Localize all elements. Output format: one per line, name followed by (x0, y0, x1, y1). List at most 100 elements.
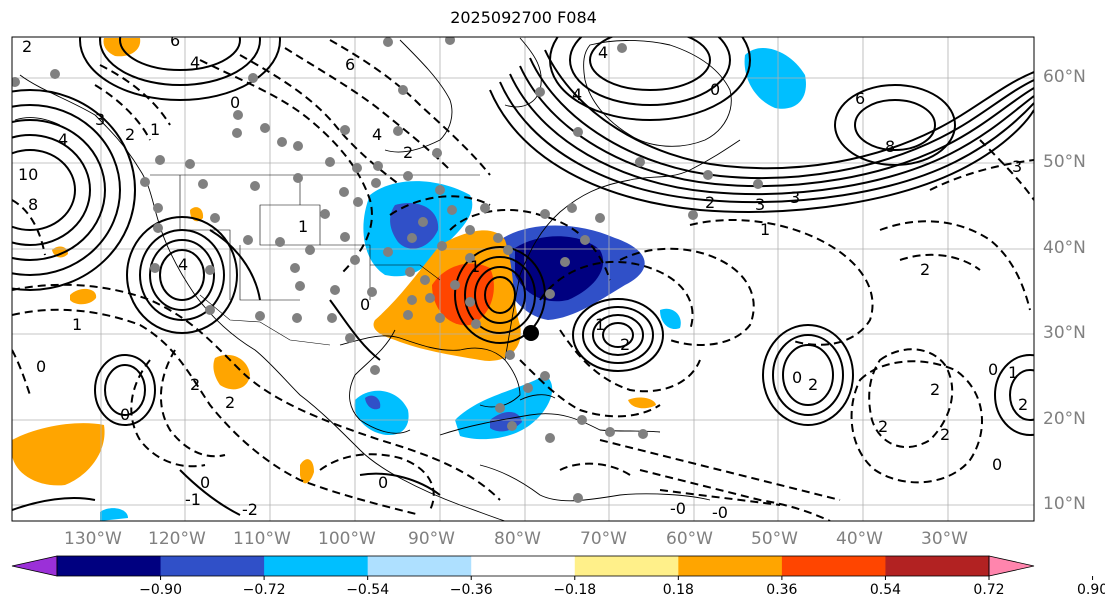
colorbar-tick-label: −0.18 (553, 582, 597, 598)
contour-label: 0 (230, 93, 240, 112)
contour-label: 8 (885, 137, 895, 156)
contour-label: 1 (760, 220, 770, 239)
colorbar-tick-label: 0.90 (1076, 582, 1105, 598)
map-frame (11, 36, 1035, 522)
storm-center-marker (523, 325, 539, 341)
contour-label: 2 (930, 380, 940, 399)
contour-label: 1 (595, 315, 605, 334)
contour-label: 2 (22, 37, 32, 56)
lon-label: 120°W (148, 529, 206, 549)
contour-label: -0 (712, 503, 728, 522)
lat-label: 40°N (1043, 238, 1086, 258)
negative-anomaly-core (365, 395, 381, 410)
political-borders (150, 174, 480, 346)
negative-anomaly-core (390, 202, 439, 249)
contour-label: 4 (598, 43, 608, 62)
lon-label: 90°W (408, 529, 455, 549)
lat-label: 50°N (1043, 152, 1086, 172)
contour-label: 2 (620, 335, 630, 354)
contour-label: 2 (1018, 395, 1028, 414)
colorbar-tick-label: 0.18 (662, 582, 694, 598)
colorbar-segment (885, 556, 990, 576)
colorbar-tick-label: −0.72 (242, 582, 286, 598)
colorbar-segment (574, 556, 679, 576)
contour-label: 2 (403, 143, 413, 162)
contour-label: 1 (298, 217, 308, 236)
colorbar-tick-label: 0.72 (973, 582, 1005, 598)
contour-label: 2 (920, 260, 930, 279)
colorbar-segment (678, 556, 783, 576)
colorbar-extend-min (11, 555, 58, 577)
contour-label: -2 (242, 500, 258, 519)
negative-anomaly-region (660, 308, 681, 330)
contour-label: 3 (790, 188, 800, 207)
positive-anomaly-region (70, 288, 97, 305)
solid-contours (12, 37, 1034, 516)
lon-label: 80°W (494, 529, 541, 549)
map-title: 2025092700 F084 (450, 8, 597, 27)
contour-label: 4 (178, 255, 188, 274)
colorbar-segment (781, 556, 886, 576)
contour-label: 0 (992, 455, 1002, 474)
contour-labels: 6 4 2 0 6 4 2 0 1 4 4 8 3 6 10 8 4 3 2 1… (18, 31, 1028, 522)
colorbar (11, 555, 1094, 580)
lon-label: 130°W (64, 529, 122, 549)
positive-anomaly-region (300, 459, 314, 484)
contour-label: 6 (170, 31, 180, 50)
contour-label: 2 (190, 375, 200, 394)
contour-label: 0 (360, 295, 370, 314)
contour-label: 0 (378, 473, 388, 492)
contour-label: -0 (670, 499, 686, 518)
colorbar-segment (57, 556, 162, 576)
contour-label: 4 (190, 53, 200, 72)
contour-label: 8 (28, 195, 38, 214)
contour-label: 10 (18, 165, 38, 184)
contour-label: 0 (36, 357, 46, 376)
positive-anomaly-region (628, 397, 656, 409)
contour-label: 0 (120, 405, 130, 424)
contour-label: 3 (755, 195, 765, 214)
contour-label: 4 (572, 85, 582, 104)
negative-anomaly-region (100, 508, 128, 521)
contour-label: 1 (150, 120, 160, 139)
contour-label: 6 (345, 55, 355, 74)
colorbar-segment (471, 556, 576, 576)
contour-label: 0 (200, 473, 210, 492)
lat-label: 60°N (1043, 67, 1086, 87)
lon-label: 60°W (666, 529, 713, 549)
contour-label: -1 (185, 490, 201, 509)
colorbar-tick-label: 0.36 (766, 582, 798, 598)
contour-label: 1 (1008, 363, 1018, 382)
contour-label: 2 (808, 375, 818, 394)
contour-label: 0 (988, 360, 998, 379)
colorbar-tick-label: 0.54 (869, 582, 902, 598)
colorbar-extend-max (988, 555, 1035, 577)
lat-label: 30°N (1043, 323, 1086, 343)
negative-anomaly-core (515, 236, 604, 302)
positive-anomaly-region (12, 423, 105, 486)
contour-label: 1 (72, 315, 82, 334)
dashed-contours (12, 39, 1034, 521)
colorbar-segment (264, 556, 369, 576)
lat-label: 10°N (1043, 494, 1086, 514)
lon-label: 110°W (233, 529, 291, 549)
contour-label: 3 (95, 110, 105, 129)
positive-anomaly-region (213, 354, 250, 390)
contour-label: 6 (855, 89, 865, 108)
lon-label: 40°W (836, 529, 883, 549)
contour-label: 4 (372, 125, 382, 144)
lon-label: 70°W (580, 529, 627, 549)
lon-label: 50°W (751, 529, 798, 549)
observation-points (12, 37, 763, 503)
colorbar-outline (56, 555, 990, 577)
contour-label: 0 (792, 368, 802, 387)
contour-label: 2 (705, 193, 715, 212)
contour-label: 0 (710, 80, 720, 99)
map-area: 6 4 2 0 6 4 2 0 1 4 4 8 3 6 10 8 4 3 2 1… (12, 31, 1034, 522)
contour-label: 2 (878, 417, 888, 436)
lon-label: 100°W (318, 529, 376, 549)
contour-label: 2 (125, 125, 135, 144)
contour-label: 3 (1012, 157, 1022, 176)
colorbar-segment (367, 556, 472, 576)
contour-label: 1 (470, 257, 480, 276)
